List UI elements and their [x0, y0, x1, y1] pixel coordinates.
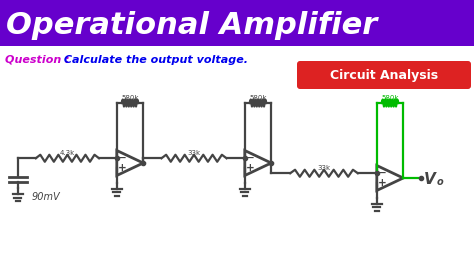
Text: +: +: [378, 178, 387, 188]
Text: Operational Amplifier: Operational Amplifier: [6, 10, 377, 39]
Text: 90mV: 90mV: [32, 192, 61, 202]
Text: V: V: [424, 172, 436, 186]
Polygon shape: [377, 165, 403, 190]
Text: 4.3k: 4.3k: [60, 150, 75, 156]
Text: −: −: [378, 168, 387, 178]
Text: −: −: [246, 153, 255, 163]
Polygon shape: [117, 151, 143, 176]
Text: Calculate the output voltage.: Calculate the output voltage.: [60, 55, 248, 65]
Text: +: +: [246, 163, 255, 173]
Text: 580k: 580k: [381, 95, 399, 101]
Polygon shape: [245, 151, 271, 176]
FancyBboxPatch shape: [297, 61, 471, 89]
Text: −: −: [118, 153, 127, 163]
Text: 580k: 580k: [249, 95, 267, 101]
Text: +: +: [118, 163, 127, 173]
Text: Circuit Analysis: Circuit Analysis: [330, 69, 438, 81]
Text: 33k: 33k: [318, 165, 330, 171]
Text: 580k: 580k: [121, 95, 139, 101]
Text: o: o: [436, 177, 443, 187]
Text: Question :: Question :: [5, 55, 73, 65]
Text: 33k: 33k: [187, 150, 201, 156]
FancyBboxPatch shape: [0, 0, 474, 46]
